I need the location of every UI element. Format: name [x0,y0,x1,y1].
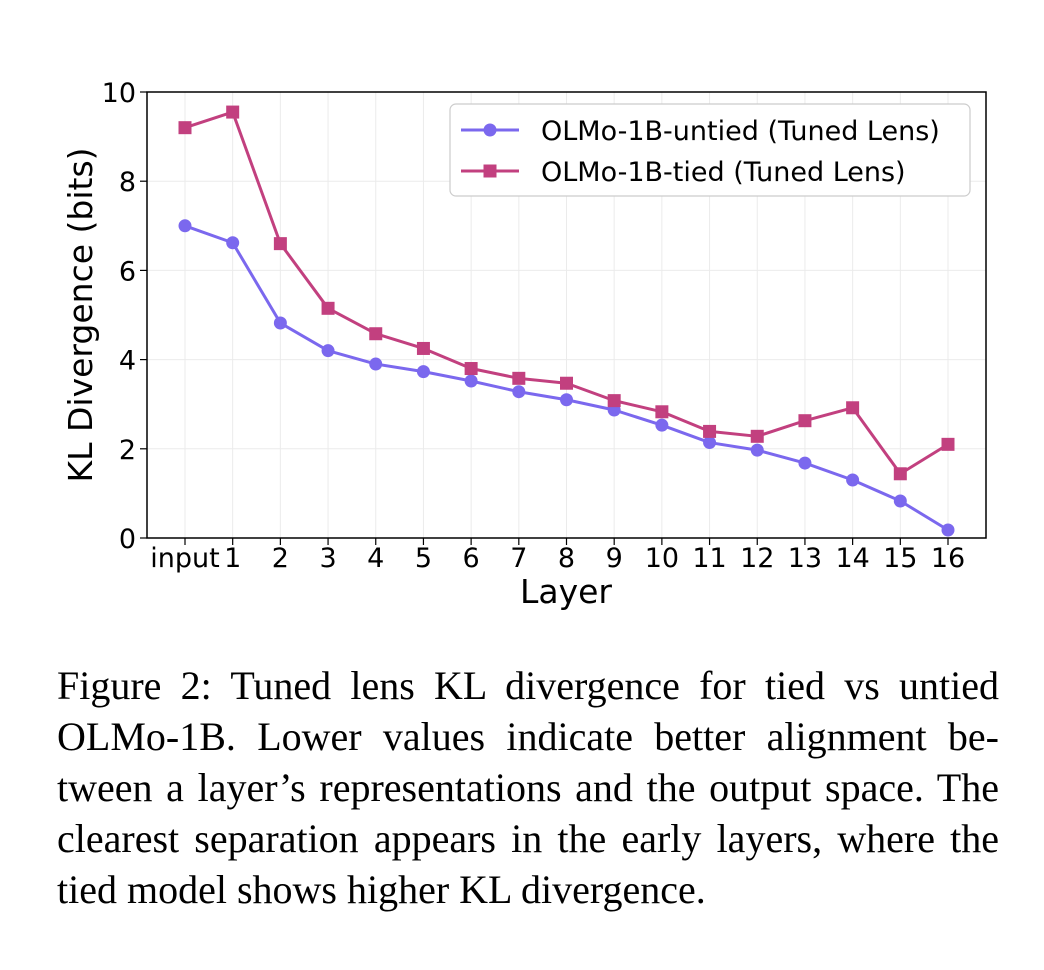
x-tick-label: 2 [272,543,289,574]
x-tick-label: 12 [740,543,774,574]
data-point [846,401,860,415]
legend: OLMo-1B-untied (Tuned Lens) OLMo-1B-tied … [449,103,971,197]
legend-entry-label: OLMo-1B-untied (Tuned Lens) [541,116,940,147]
data-point [607,394,621,408]
y-axis-ticks: 0 2 4 6 8 10 [102,78,147,555]
y-tick-label: 6 [119,256,136,287]
data-point [655,418,669,432]
y-tick-label: 4 [119,346,136,377]
data-point [273,316,287,330]
x-tick-label: 8 [558,543,575,574]
data-point [512,371,526,385]
legend-box [449,103,971,197]
x-tick-label: 5 [415,543,432,574]
x-tick-label: 14 [835,543,869,574]
data-point [273,237,287,251]
y-axis-label: KL Divergence (bits) [61,147,100,482]
data-point [703,436,717,450]
legend-marker [483,164,497,178]
x-tick-label: 4 [367,543,384,574]
x-tick-label: 15 [883,543,917,574]
data-point [893,494,907,508]
y-tick-label: 0 [119,524,136,555]
x-tick-label: 9 [606,543,623,574]
x-tick-label: 16 [931,543,965,574]
data-point [464,374,478,388]
data-point [369,327,383,341]
x-axis-label: Layer [520,572,612,611]
figure-caption: Figure 2: Tuned lens KL divergence for t… [57,663,999,912]
y-tick-label: 10 [102,78,136,109]
x-tick-label: 6 [463,543,480,574]
data-point [703,424,717,438]
legend-marker [483,123,497,137]
y-tick-label: 2 [119,435,136,466]
series-2 [178,105,955,481]
data-point [798,456,812,470]
x-axis-ticks: input 1 2 3 4 5 6 7 8 9 10 11 12 13 14 15 16 [150,538,965,574]
data-point [512,385,526,399]
x-tick-label: 13 [788,543,822,574]
data-point [178,219,192,233]
data-point [369,357,383,371]
x-tick-label: 7 [510,543,527,574]
data-point [798,414,812,428]
data-point [893,467,907,481]
data-point [941,523,955,537]
data-point [464,362,478,376]
data-point [226,105,240,119]
x-tick-label: 11 [692,543,726,574]
data-point [178,121,192,135]
x-tick-label: 3 [319,543,336,574]
data-point [416,365,430,379]
data-point [560,393,573,407]
data-point [321,344,335,358]
data-point [560,376,573,390]
data-point [750,443,764,457]
series-1 [178,219,955,537]
data-point [655,405,669,419]
x-tick-label: 1 [224,543,241,574]
y-tick-label: 8 [119,167,136,198]
data-point [226,236,240,250]
data-point [941,437,955,451]
x-tick-label: input [150,543,219,574]
data-point [846,473,860,487]
x-tick-label: 10 [645,543,679,574]
data-point [750,429,764,443]
data-point [416,341,430,355]
legend-entry-label: OLMo-1B-tied (Tuned Lens) [541,157,906,188]
data-point [321,301,335,315]
series-group [178,105,955,537]
